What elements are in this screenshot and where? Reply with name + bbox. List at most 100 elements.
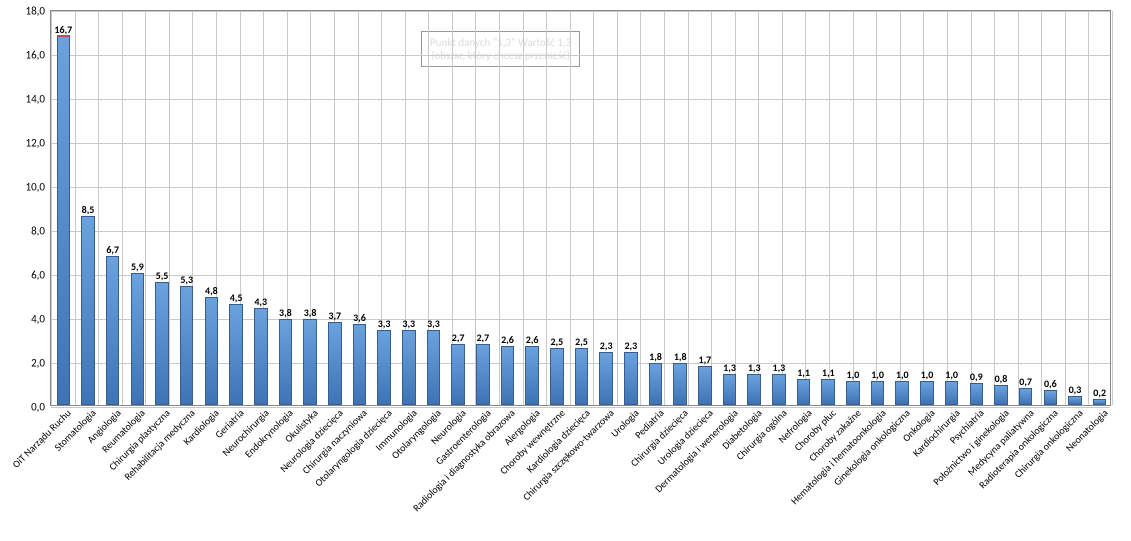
bar-value-label: 0,2	[1093, 386, 1106, 399]
bar[interactable]: 1,0	[871, 383, 885, 405]
bar-rect	[180, 286, 194, 405]
bar[interactable]: 1,0	[920, 383, 934, 405]
gridline-v	[1088, 11, 1089, 405]
bar-rect	[303, 319, 317, 405]
bar[interactable]: 2,6	[501, 348, 515, 405]
bar-value-label: 2,5	[550, 335, 563, 348]
bar-value-label: 16,7	[54, 23, 72, 36]
bar[interactable]: 1,3	[772, 376, 786, 405]
bar-rect	[747, 374, 761, 405]
bar-value-label: 0,7	[1019, 375, 1032, 388]
bar[interactable]: 2,6	[525, 348, 539, 405]
y-tick-label: 8,0	[31, 225, 51, 238]
bar[interactable]: 5,3	[180, 288, 194, 405]
bar[interactable]: 1,0	[945, 383, 959, 405]
bar[interactable]: 3,3	[377, 332, 391, 405]
bar-value-label: 8,5	[82, 203, 95, 216]
bar[interactable]: 1,1	[797, 381, 811, 405]
gridline-v	[523, 11, 524, 405]
bar-rect	[155, 282, 169, 405]
bar-rect	[970, 383, 984, 405]
bar-value-label: 5,9	[131, 260, 144, 273]
bar[interactable]: 2,7	[476, 346, 490, 405]
bar-value-label: 3,3	[427, 317, 440, 330]
bar[interactable]: 6,7	[106, 258, 120, 405]
bar-value-label: 3,8	[279, 306, 292, 319]
bar[interactable]: 8,5	[81, 218, 95, 405]
bar-value-label: 1,0	[921, 368, 934, 381]
plot-area: Punkt danych "1,3" Wartość 1,3 (obszar, …	[50, 10, 1111, 406]
bar-value-label: 4,3	[254, 295, 267, 308]
bar[interactable]: 2,5	[575, 350, 589, 405]
bar-value-label: 1,8	[649, 350, 662, 363]
gridline-h	[51, 187, 1110, 188]
bar-rect	[353, 324, 367, 405]
bar-rect	[1068, 396, 1082, 405]
bar-value-label: 4,8	[205, 284, 218, 297]
bar-value-label: 1,8	[674, 350, 687, 363]
gridline-h	[51, 143, 1110, 144]
gridline-v	[169, 11, 170, 405]
bar-rect	[895, 381, 909, 405]
y-tick-label: 2,0	[31, 357, 51, 370]
bar[interactable]: 1,1	[821, 381, 835, 405]
bar-rect	[673, 363, 687, 405]
bar-value-label: 5,3	[180, 273, 193, 286]
bar[interactable]: 3,8	[303, 321, 317, 405]
bar[interactable]: 2,7	[451, 346, 465, 405]
bar-rect	[377, 330, 391, 405]
bar-rect	[797, 379, 811, 405]
gridline-h	[51, 231, 1110, 232]
bar[interactable]: 3,3	[402, 332, 416, 405]
gridline-v	[1018, 11, 1019, 405]
bar[interactable]: 2,5	[550, 350, 564, 405]
bar[interactable]: 4,3	[254, 310, 268, 405]
bar-rect	[229, 304, 243, 405]
bar-rect	[427, 330, 441, 405]
bar-rect	[57, 35, 71, 405]
bar-value-label: 5,5	[156, 269, 169, 282]
bar[interactable]: 2,3	[599, 354, 613, 405]
bar[interactable]: 5,9	[131, 275, 145, 405]
bar-rect	[81, 216, 95, 405]
bar-value-label: 3,7	[328, 309, 341, 322]
gridline-v	[971, 11, 972, 405]
bar[interactable]: 1,8	[649, 365, 663, 405]
bar[interactable]: 5,5	[155, 284, 169, 405]
bar[interactable]: 1,7	[698, 368, 712, 405]
bar[interactable]: 1,3	[747, 376, 761, 405]
bar[interactable]: 1,3	[723, 376, 737, 405]
bar-rect	[501, 346, 515, 405]
bar-chart: Punkt danych "1,3" Wartość 1,3 (obszar, …	[0, 0, 1131, 541]
bar[interactable]: 1,0	[846, 383, 860, 405]
bar-rect	[624, 352, 638, 405]
bar[interactable]: 4,8	[205, 299, 219, 405]
bar-value-label: 0,6	[1044, 377, 1057, 390]
bar[interactable]: 4,5	[229, 306, 243, 405]
bar-value-label: 4,5	[230, 291, 243, 304]
y-tick-label: 18,0	[26, 5, 51, 18]
bar[interactable]: 16,7	[57, 38, 71, 405]
bar[interactable]: 3,6	[353, 326, 367, 405]
bar[interactable]: 0,8	[994, 387, 1008, 405]
bar-value-label: 2,5	[575, 335, 588, 348]
bar[interactable]: 3,3	[427, 332, 441, 405]
gridline-v	[947, 11, 948, 405]
bar[interactable]: 2,3	[624, 354, 638, 405]
y-tick-label: 10,0	[26, 181, 51, 194]
bar[interactable]: 3,7	[328, 324, 342, 405]
gridline-h	[51, 275, 1110, 276]
bar-rect	[945, 381, 959, 405]
bar-rect	[205, 297, 219, 405]
gridline-v	[688, 11, 689, 405]
gridline-v	[51, 11, 52, 405]
bar[interactable]: 3,8	[279, 321, 293, 405]
gridline-v	[617, 11, 618, 405]
bar[interactable]: 0,6	[1044, 392, 1058, 405]
bar[interactable]: 1,0	[895, 383, 909, 405]
bar-value-label: 1,1	[797, 366, 810, 379]
bar[interactable]: 0,7	[1019, 390, 1033, 405]
bar[interactable]: 0,9	[970, 385, 984, 405]
bar[interactable]: 1,8	[673, 365, 687, 405]
bar-rect	[649, 363, 663, 405]
